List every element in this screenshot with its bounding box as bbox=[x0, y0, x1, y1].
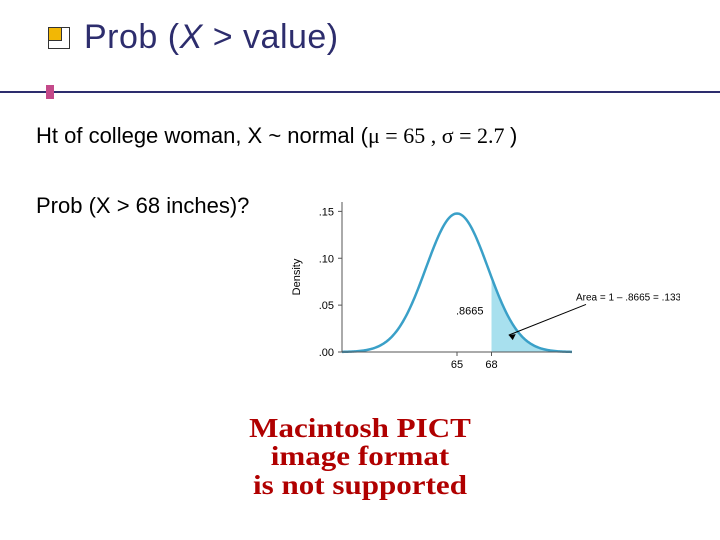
mu-symbol: μ bbox=[368, 123, 380, 148]
pict-l2: image format bbox=[0, 442, 720, 470]
title-var: X bbox=[180, 18, 203, 56]
mu-eq: = 65 , bbox=[380, 123, 442, 148]
slide-title: Prob (X > value) bbox=[84, 18, 339, 57]
title-rule bbox=[0, 85, 690, 99]
title-bullet-icon bbox=[48, 27, 70, 49]
sigma-symbol: σ bbox=[442, 123, 454, 148]
rule-tick-icon bbox=[46, 85, 54, 99]
svg-text:.05: .05 bbox=[319, 300, 334, 312]
normal-density-chart: .00 .05 .10 .15 65 68 Density .8665 Area = 1 – .… bbox=[280, 196, 680, 386]
sigma-eq: = 2.7 bbox=[454, 123, 510, 148]
rule-line bbox=[0, 91, 720, 93]
title-post: > value) bbox=[203, 18, 339, 56]
line1-close: ) bbox=[510, 123, 517, 148]
distribution-line: Ht of college woman, X ~ normal (μ = 65 … bbox=[36, 123, 690, 149]
svg-text:.00: .00 bbox=[319, 347, 334, 359]
svg-text:68: 68 bbox=[485, 359, 497, 371]
title-row: Prob (X > value) bbox=[48, 18, 690, 57]
line1-a: Ht of college woman, X ~ normal ( bbox=[36, 123, 368, 148]
chart-svg: .00 .05 .10 .15 65 68 Density .8665 Area = 1 – .… bbox=[280, 196, 680, 386]
svg-text:Area = 1 – .8665 = .1335: Area = 1 – .8665 = .1335 bbox=[576, 292, 680, 303]
svg-text:65: 65 bbox=[451, 359, 463, 371]
svg-text:Density: Density bbox=[291, 258, 303, 295]
svg-text:.10: .10 bbox=[319, 253, 334, 265]
slide: Prob (X > value) Ht of college woman, X … bbox=[0, 0, 720, 540]
title-pre: Prob ( bbox=[84, 18, 180, 56]
pict-error-message: Macintosh PICT image format is not suppo… bbox=[0, 414, 720, 499]
svg-text:.15: .15 bbox=[319, 206, 334, 218]
svg-text:.8665: .8665 bbox=[456, 306, 484, 318]
pict-l1: Macintosh PICT bbox=[0, 414, 720, 442]
pict-l3: is not supported bbox=[0, 471, 720, 499]
